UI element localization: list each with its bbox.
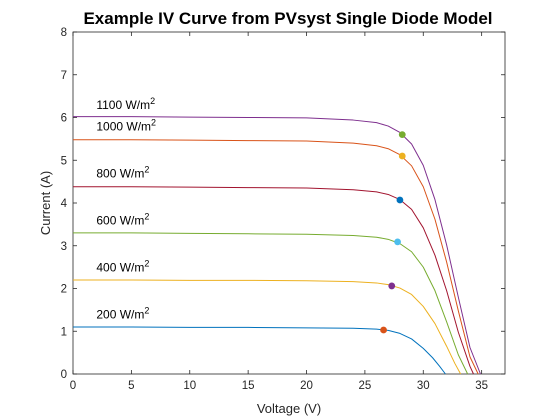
irradiance-label-text: 800 W/m xyxy=(96,166,144,180)
y-tick-label: 4 xyxy=(61,198,68,210)
series-line-2 xyxy=(73,232,469,375)
y-tick-label: 2 xyxy=(61,284,67,296)
mpp-marker-2 xyxy=(394,238,401,246)
irradiance-label-text: 600 W/m xyxy=(96,213,144,227)
series-line-5 xyxy=(73,116,481,375)
y-tick-label: 5 xyxy=(61,155,67,167)
y-tick-label: 1 xyxy=(61,326,67,338)
irradiance-label-sup: 2 xyxy=(144,211,149,221)
irradiance-label-1: 1000 W/m2 xyxy=(96,117,156,133)
mpp-marker-0 xyxy=(380,326,387,334)
irradiance-label-text: 1000 W/m xyxy=(96,119,151,133)
mpp-marker-3 xyxy=(396,196,404,204)
x-tick-label: 25 xyxy=(358,380,371,392)
x-tick-label: 35 xyxy=(475,380,488,392)
irradiance-label-0: 1100 W/m2 xyxy=(96,96,155,112)
irradiance-label-5: 200 W/m2 xyxy=(96,305,149,321)
y-tick-label: 8 xyxy=(61,27,67,39)
irradiance-label-sup: 2 xyxy=(144,258,149,268)
series-line-0 xyxy=(73,326,446,375)
x-tick-label: 20 xyxy=(300,380,313,392)
mpp-marker-5 xyxy=(398,131,406,139)
irradiance-label-sup: 2 xyxy=(151,117,156,127)
series-line-3 xyxy=(73,186,474,375)
x-tick-label: 0 xyxy=(70,380,76,392)
mpp-marker-1 xyxy=(388,282,396,290)
x-axis-label: Voltage (V) xyxy=(257,401,321,416)
irradiance-label-sup: 2 xyxy=(150,96,155,106)
y-tick-label: 3 xyxy=(61,241,67,253)
irradiance-label-sup: 2 xyxy=(144,164,149,174)
x-tick-label: 30 xyxy=(417,380,430,392)
y-axis-label: Current (A) xyxy=(38,171,53,235)
x-tick-label: 5 xyxy=(128,380,134,392)
irradiance-label-2: 800 W/m2 xyxy=(96,164,149,180)
mpp-marker-4 xyxy=(398,152,406,160)
chart-title: Example IV Curve from PVsyst Single Diod… xyxy=(83,9,492,28)
y-tick-label: 7 xyxy=(61,70,67,82)
irradiance-label-sup: 2 xyxy=(144,305,149,315)
series-line-4 xyxy=(73,139,479,375)
irradiance-label-4: 400 W/m2 xyxy=(96,258,149,274)
irradiance-label-3: 600 W/m2 xyxy=(96,211,149,227)
y-tick-label: 6 xyxy=(61,113,67,125)
y-tick-label: 0 xyxy=(61,369,67,381)
x-tick-label: 10 xyxy=(183,380,196,392)
irradiance-label-text: 400 W/m xyxy=(96,260,144,274)
irradiance-label-text: 1100 W/m xyxy=(96,98,150,112)
axes-box xyxy=(72,31,506,375)
x-tick-label: 15 xyxy=(242,380,255,392)
irradiance-label-text: 200 W/m xyxy=(96,307,144,321)
series-line-1 xyxy=(73,279,462,375)
